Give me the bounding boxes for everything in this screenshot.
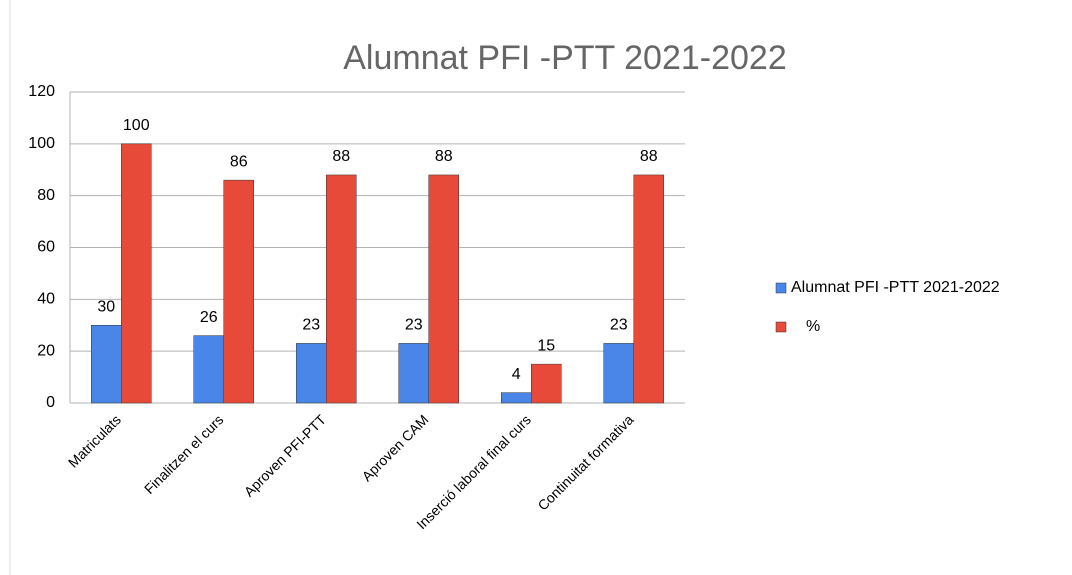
legend-label: Alumnat PFI -PTT 2021-2022 — [791, 279, 1000, 296]
y-tick-label: 60 — [37, 239, 55, 256]
data-label: 4 — [512, 366, 521, 383]
y-tick-label: 0 — [46, 394, 55, 411]
legend-swatch — [775, 321, 787, 333]
data-label: 23 — [610, 317, 628, 334]
data-label: 23 — [405, 317, 423, 334]
x-tick-label: Inserció laboral final curs — [413, 411, 534, 532]
bar — [398, 343, 429, 404]
y-tick-label: 80 — [37, 187, 55, 204]
bar — [223, 179, 254, 404]
data-label: 30 — [97, 298, 115, 315]
data-label: 86 — [230, 153, 248, 170]
x-tick-label: Finalitzen el curs — [141, 411, 227, 497]
y-tick-label: 120 — [28, 83, 55, 100]
legend-swatch — [775, 282, 787, 294]
y-tick-label: 20 — [37, 342, 55, 359]
data-label: 88 — [332, 148, 350, 165]
data-label: 88 — [640, 148, 658, 165]
bar — [633, 174, 664, 404]
x-tick-label: Matriculats — [65, 411, 124, 470]
bar — [296, 343, 327, 404]
x-tick-label: Continuitat formativa — [534, 411, 636, 513]
bar — [428, 174, 459, 404]
bar — [603, 343, 634, 404]
data-label: 23 — [302, 317, 320, 334]
data-label: 26 — [200, 309, 218, 326]
bar — [91, 325, 122, 404]
bar — [193, 335, 224, 404]
chart-title: Alumnat PFI -PTT 2021-2022 — [343, 39, 786, 77]
bar — [531, 363, 562, 404]
data-label: 100 — [123, 117, 150, 134]
x-tick-label: Aproven PFI-PTT — [241, 411, 330, 500]
data-label: 15 — [537, 337, 555, 354]
data-label: 88 — [435, 148, 453, 165]
bar — [501, 392, 532, 404]
x-tick-label: Aproven CAM — [359, 411, 432, 484]
y-tick-label: 40 — [37, 291, 55, 308]
legend-label: % — [806, 318, 820, 335]
y-tick-label: 100 — [28, 135, 55, 152]
bar — [121, 143, 152, 404]
bar — [326, 174, 357, 404]
